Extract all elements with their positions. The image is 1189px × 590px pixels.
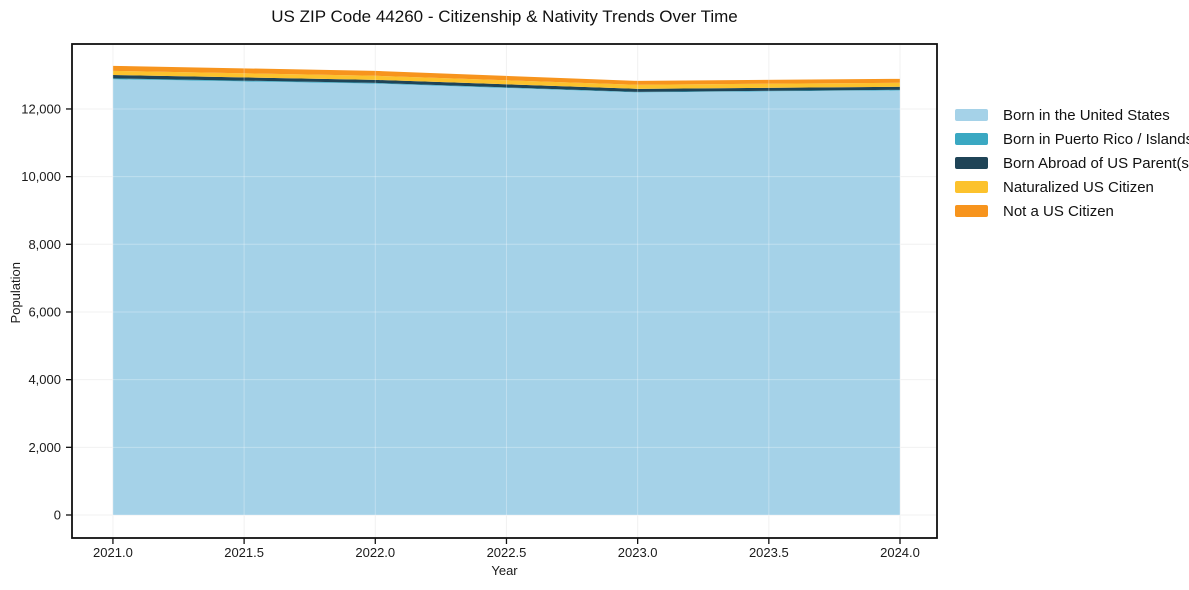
legend-label: Not a US Citizen [1003,202,1114,220]
x-tick-label: 2023.5 [749,545,789,560]
y-tick-label: 4,000 [28,372,61,387]
legend-label: Naturalized US Citizen [1003,178,1154,196]
plot-frame [71,43,938,539]
x-axis-label: Year [491,563,518,578]
legend: Born in the United States Born in Puerto … [955,103,1189,223]
legend-item-born-abroad-of-us-parent-s: Born Abroad of US Parent(s) [955,151,1189,175]
legend-swatch-icon [955,157,988,169]
y-tick-label: 10,000 [21,169,61,184]
x-tick-label: 2021.5 [224,545,264,560]
legend-swatch-icon [955,205,988,217]
legend-label: Born in the United States [1003,106,1170,124]
y-tick-label: 6,000 [28,304,61,319]
x-tick-label: 2021.0 [93,545,133,560]
area-naturalized-us-citizen [112,70,901,89]
area-born-abroad-of-us-parent-s [112,74,901,92]
legend-item-naturalized-us-citizen: Naturalized US Citizen [955,175,1189,199]
y-tick-label: 8,000 [28,237,61,252]
legend-label: Born in Puerto Rico / Islands [1003,130,1189,148]
y-tick-label: 0 [54,507,61,522]
legend-swatch-icon [955,109,988,121]
legend-swatch-icon [955,181,988,193]
legend-item-born-in-the-united-states: Born in the United States [955,103,1189,127]
legend-item-not-a-us-citizen: Not a US Citizen [955,199,1189,223]
chart-title: US ZIP Code 44260 - Citizenship & Nativi… [271,7,738,26]
x-tick-label: 2024.0 [880,545,920,560]
area-born-in-the-united-states [112,79,901,515]
y-tick-label: 2,000 [28,440,61,455]
y-axis-label: Population [8,262,23,324]
legend-label: Born Abroad of US Parent(s) [1003,154,1189,172]
y-tick-label: 12,000 [21,101,61,116]
x-tick-label: 2023.0 [618,545,658,560]
area-born-in-puerto-rico-islands [112,78,901,93]
legend-item-born-in-puerto-rico-islands: Born in Puerto Rico / Islands [955,127,1189,151]
x-tick-label: 2022.5 [487,545,527,560]
legend-swatch-icon [955,133,988,145]
area-not-a-us-citizen [112,65,901,85]
x-tick-label: 2022.0 [355,545,395,560]
